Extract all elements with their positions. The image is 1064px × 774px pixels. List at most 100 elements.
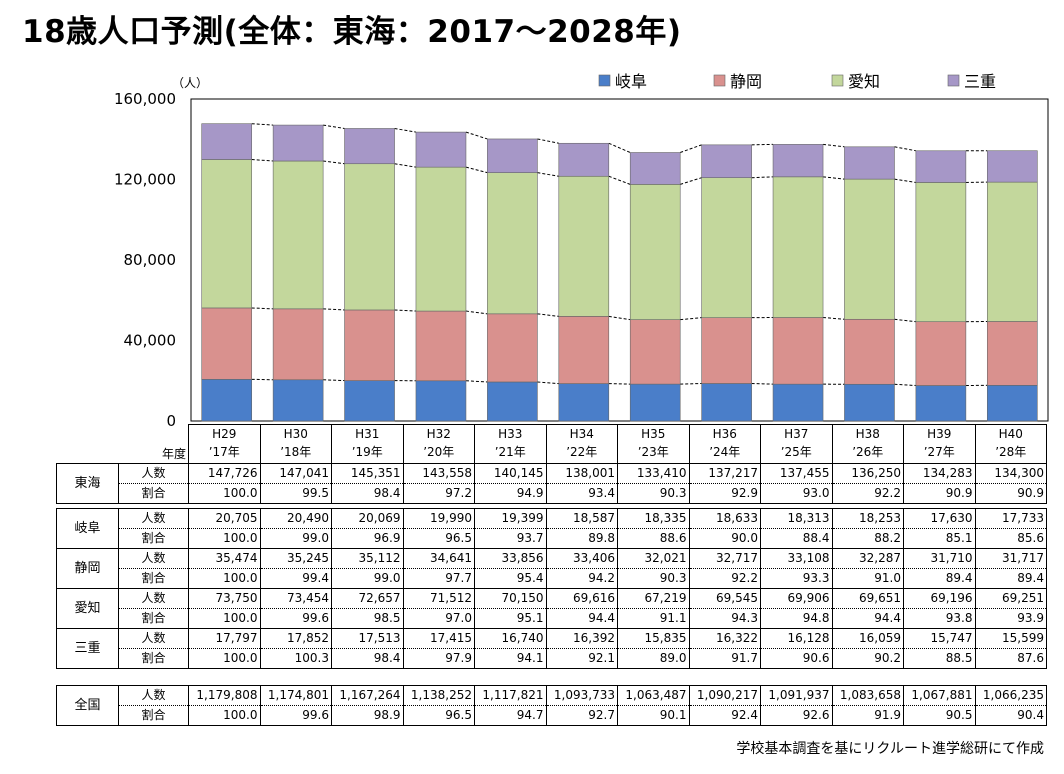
bar-segment	[201, 159, 253, 309]
count-cell: 16,322	[688, 628, 761, 649]
ratio-label: 割合	[118, 705, 189, 726]
ratio-cell: 100.0	[188, 705, 261, 726]
ratio-cell: 89.8	[545, 528, 618, 549]
ratio-cell: 97.0	[402, 608, 475, 629]
bar-segment	[558, 142, 610, 177]
count-cell: 138,001	[545, 463, 618, 484]
bar-segment	[772, 383, 824, 422]
ratio-cell: 92.9	[688, 483, 761, 504]
count-cell: 1,117,821	[474, 685, 547, 706]
y-tick-label: 0	[166, 412, 176, 430]
bar-segment	[487, 313, 538, 383]
bar-segment	[201, 379, 253, 422]
count-cell: 20,069	[331, 508, 404, 529]
ratio-cell: 94.4	[831, 608, 904, 629]
connector-line	[323, 379, 345, 382]
ratio-cell: 98.4	[331, 483, 404, 504]
connector-line	[822, 143, 845, 148]
year-header: H35 ’23年	[617, 424, 690, 464]
ratio-cell: 100.0	[188, 568, 261, 589]
year-western: ’25年	[780, 445, 812, 459]
count-cell: 145,351	[331, 463, 404, 484]
ratio-cell: 89.4	[974, 568, 1047, 589]
count-cell: 1,179,808	[188, 685, 261, 706]
bar-segment	[201, 307, 253, 380]
ratio-label: 割合	[118, 648, 189, 669]
bar-segment	[415, 380, 467, 422]
year-header: H36 ’24年	[688, 424, 761, 464]
count-cell: 18,335	[617, 508, 690, 529]
year-western: ’21年	[494, 445, 526, 459]
connector-line	[323, 308, 345, 311]
count-cell: 19,990	[402, 508, 475, 529]
table-row: 割合 100.0 99.6 98.9 96.5 94.7 92.7 90.1 92.4 92.6 9…	[57, 705, 1047, 726]
year-heisei: H34	[569, 427, 594, 441]
table-row: 静岡 人数 35,474 35,245 35,112 34,641 33,856 33,406…	[56, 548, 1047, 589]
count-cell: 35,245	[259, 548, 332, 569]
ratio-cell: 98.5	[331, 608, 404, 629]
ratio-cell: 96.5	[402, 705, 475, 726]
ratio-cell: 100.0	[188, 528, 261, 549]
count-cell: 1,091,937	[760, 685, 833, 706]
year-header: H39 ’27年	[903, 424, 976, 464]
table-row: 割合 100.0 99.0 96.9 96.5 93.7 89.8 88.6 90.0 88.4 8…	[57, 528, 1047, 549]
bar-segment	[772, 176, 824, 318]
plot-area-border	[190, 98, 1049, 422]
connector-line	[394, 163, 417, 168]
region-label: 東海	[56, 463, 119, 504]
count-cell: 20,490	[259, 508, 332, 529]
year-header: H33 ’21年	[474, 424, 547, 464]
bars	[201, 123, 1038, 422]
bar-segment	[701, 177, 752, 318]
ratio-label: 割合	[118, 568, 189, 589]
count-cell: 1,083,658	[831, 685, 904, 706]
bar-segment	[844, 146, 895, 180]
connector-line	[394, 309, 416, 312]
ratio-cell: 94.9	[474, 483, 547, 504]
bar-segment	[915, 150, 967, 183]
connector-line	[894, 146, 916, 152]
bar-segment	[844, 178, 895, 320]
legend-swatch	[713, 74, 726, 87]
year-western: ’28年	[995, 445, 1027, 459]
bar-segment	[986, 385, 1038, 422]
ratio-cell: 91.7	[688, 648, 761, 669]
region-label: 全国	[56, 685, 119, 726]
count-cell: 140,145	[474, 463, 547, 484]
count-cell: 16,392	[545, 628, 618, 649]
ratio-cell: 92.2	[831, 483, 904, 504]
year-heisei: H29	[212, 427, 237, 441]
ratio-cell: 94.8	[760, 608, 833, 629]
bar-segment	[344, 380, 395, 422]
connector-line	[323, 124, 345, 129]
connector-line	[465, 310, 488, 315]
ratio-cell: 90.4	[974, 705, 1047, 726]
bar-segment	[844, 383, 895, 422]
ratio-cell: 99.0	[331, 568, 404, 589]
ratio-cell: 94.4	[545, 608, 618, 629]
count-cell: 15,835	[617, 628, 690, 649]
y-tick-label: 80,000	[124, 251, 177, 269]
count-cell: 136,250	[831, 463, 904, 484]
connector-line	[465, 166, 488, 174]
count-cell: 18,587	[545, 508, 618, 529]
bar-segment	[701, 317, 752, 384]
count-cell: 16,059	[831, 628, 904, 649]
ratio-cell: 93.0	[760, 483, 833, 504]
spacer	[57, 669, 1047, 686]
year-western: ’26年	[852, 445, 884, 459]
count-cell: 147,041	[259, 463, 332, 484]
ratio-cell: 88.4	[760, 528, 833, 549]
count-cell: 32,717	[688, 548, 761, 569]
year-heisei: H32	[426, 427, 451, 441]
count-cell: 133,410	[617, 463, 690, 484]
ratio-cell: 91.9	[831, 705, 904, 726]
table-row: 割合 100.0 99.6 98.5 97.0 95.1 94.4 91.1 94.3 94.8 9…	[57, 608, 1047, 629]
count-cell: 35,112	[331, 548, 404, 569]
count-cell: 15,747	[903, 628, 976, 649]
year-header: H31 ’19年	[331, 424, 404, 464]
legend-label: 三重	[964, 72, 996, 91]
year-header: H29 ’17年	[188, 424, 261, 464]
ratio-cell: 90.0	[688, 528, 761, 549]
table-row: 割合 100.0 99.4 99.0 97.7 95.4 94.2 90.3 92.2 93.3 9…	[57, 568, 1047, 589]
